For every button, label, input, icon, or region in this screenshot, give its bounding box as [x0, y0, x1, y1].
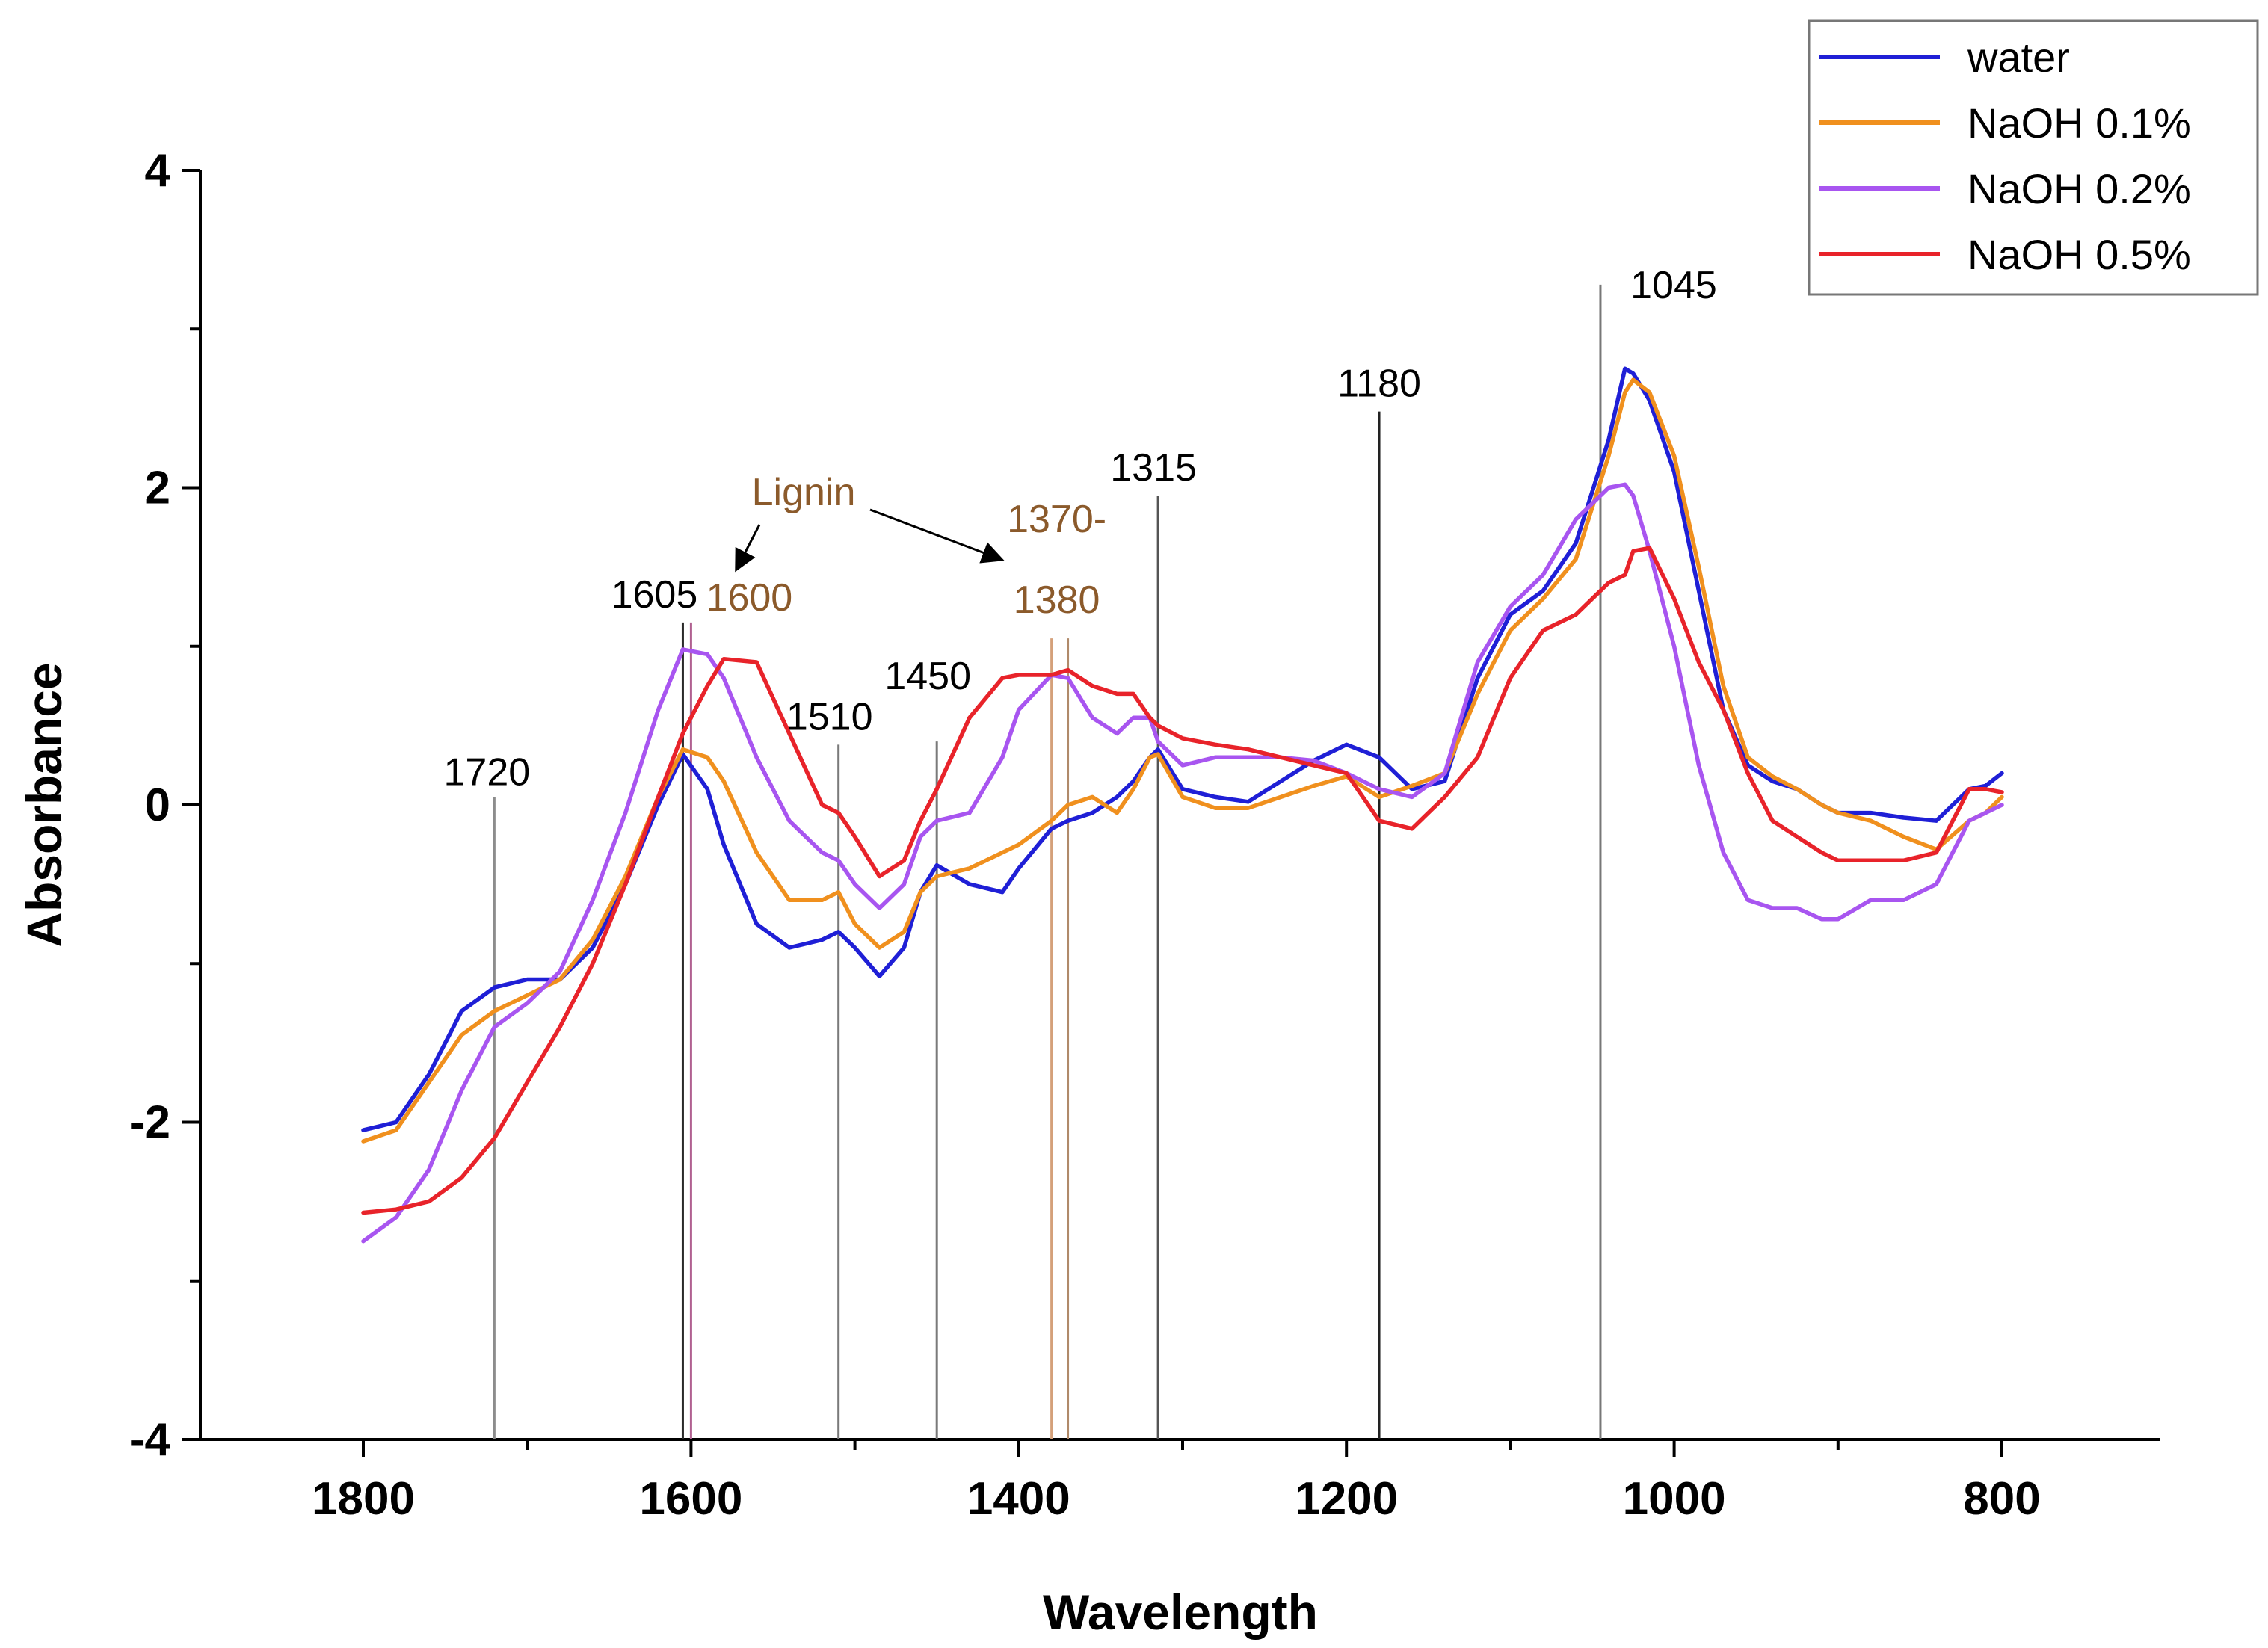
peak-label: 1510 — [786, 695, 873, 738]
peak-label: 1370- — [1007, 498, 1106, 541]
peak-markers: 1720 1605 1600 1510 1450 1370- 1380 1315 1180 104… — [444, 264, 1717, 1439]
peak-label: 1450 — [884, 655, 971, 698]
legend-label: NaOH 0.5% — [1967, 231, 2191, 278]
legend-box — [1808, 19, 2259, 296]
series-line-naoh-0-2- — [361, 482, 2004, 1244]
legend: water NaOH 0.1% NaOH 0.2% NaOH 0.5% — [1808, 19, 2259, 296]
legend-label: water — [1967, 34, 2070, 81]
x-tick-label: 1400 — [967, 1473, 1070, 1525]
x-tick-label: 1600 — [639, 1473, 742, 1525]
annotation-lignin: Lignin — [752, 471, 856, 514]
peak-label: 1180 — [1337, 362, 1421, 406]
y-axis-title: Absorbance — [16, 662, 72, 947]
y-tick-label: 0 — [145, 780, 170, 831]
x-tick-label: 800 — [1963, 1473, 2040, 1525]
y-tick-label: 4 — [145, 145, 171, 197]
lignin-arrow — [869, 508, 1005, 564]
legend-label: NaOH 0.2% — [1967, 165, 2191, 212]
y-tick-label: -2 — [129, 1097, 170, 1149]
annotations: Lignin — [735, 471, 1005, 573]
peak-label: 1600 — [706, 576, 793, 620]
series-line-naoh-0-5- — [361, 546, 2004, 1215]
peak-label: 1380 — [1014, 578, 1100, 622]
peak-label: 1045 — [1630, 264, 1717, 307]
peak-label: 1720 — [444, 750, 531, 794]
y-tick-label: 2 — [145, 463, 170, 514]
x-tick-label: 1000 — [1623, 1473, 1726, 1525]
lignin-arrow — [735, 524, 761, 573]
x-tick-label: 1200 — [1295, 1473, 1398, 1525]
series-lines — [361, 366, 2004, 1244]
series-line-naoh-0-1- — [361, 377, 2004, 1144]
axes: -4 -2 0 2 4 1800 1600 1400 1200 1000 800 Wavelength… — [16, 145, 2160, 1640]
peak-label: 1315 — [1110, 446, 1197, 490]
legend-label: NaOH 0.1% — [1967, 99, 2191, 146]
x-tick-label: 1800 — [312, 1473, 415, 1525]
x-axis-title: Wavelength — [1043, 1584, 1318, 1640]
y-tick-label: -4 — [129, 1414, 171, 1466]
peak-label: 1605 — [611, 573, 698, 617]
